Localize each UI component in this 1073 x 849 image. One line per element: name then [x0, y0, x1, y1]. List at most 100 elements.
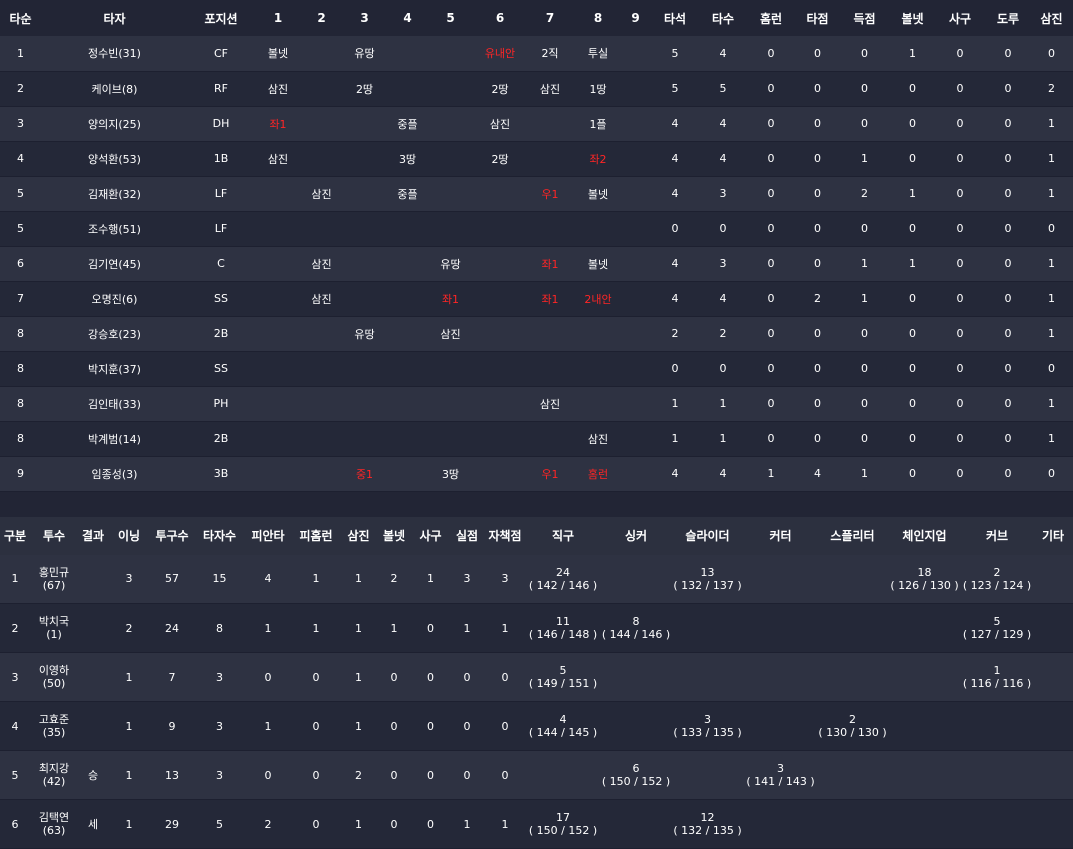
pitcher-stat: 0: [376, 750, 412, 800]
pitch-type-cell: [1033, 554, 1073, 604]
batter-row: 8 김인태(33) PH 삼진 1 1 0 0 0 0 0 0 1: [0, 386, 1073, 422]
batter-stat: 1: [838, 456, 891, 492]
pitcher-name: 최지강: [38, 762, 70, 775]
batter-stat: 4: [701, 456, 745, 492]
batter-stat: 4: [701, 36, 745, 72]
pitcher-stat: 1: [291, 554, 341, 604]
inning-result: [341, 386, 388, 422]
pitch-count: 5: [559, 664, 567, 677]
batter-stat: 5: [649, 36, 701, 72]
pitcher-stat: 9: [150, 701, 194, 751]
pitcher-name-cell: 홍민규 (67): [30, 554, 78, 604]
inning-result: [474, 246, 526, 282]
batting-order: 6: [0, 246, 41, 282]
pitcher-stat: 1: [485, 603, 525, 653]
batter-stat: 1: [838, 281, 891, 317]
pitch-speed-range: ( 133 / 135 ): [673, 726, 742, 739]
pitch-type-cell: [888, 750, 961, 800]
inning-result: [622, 141, 649, 177]
pitcher-stat: 3: [194, 652, 245, 702]
batter-name: 임종성(3): [41, 456, 188, 492]
pitcher-stat: 57: [150, 554, 194, 604]
batter-stat: 0: [745, 281, 797, 317]
inning-result: 좌1: [526, 281, 574, 317]
batter-stat: 0: [838, 351, 891, 387]
inning-result: 중플: [388, 106, 427, 142]
batter-stat: 1: [838, 141, 891, 177]
pitcher-stat: 2: [245, 799, 291, 849]
pitching-header-cell: 직구: [551, 529, 575, 543]
batter-stat: 0: [745, 176, 797, 212]
batter-stat: 0: [797, 176, 838, 212]
batter-stat: 1: [1030, 421, 1073, 457]
batter-position: 2B: [188, 316, 254, 352]
inning-result: 1땅: [574, 71, 622, 107]
pitch-type-cell: [601, 799, 671, 849]
batting-header-cell: 1: [273, 11, 283, 25]
pitching-header-cell: 투수: [42, 529, 66, 543]
inning-result: [341, 281, 388, 317]
batter-stat: 1: [1030, 386, 1073, 422]
inning-result: [526, 351, 574, 387]
pitcher-name-cell: 박치국 (1): [30, 603, 78, 653]
inning-result: 삼진: [302, 176, 341, 212]
inning-result: 2땅: [474, 141, 526, 177]
inning-result: [622, 281, 649, 317]
batter-stat: 1: [1030, 141, 1073, 177]
batter-row: 9 임종성(3) 3B 중1 3땅 우1 홈런 4 4 1 4 1 0 0 0 0: [0, 456, 1073, 492]
batter-stat: 0: [891, 351, 934, 387]
batter-stat: 1: [649, 421, 701, 457]
pitch-type-cell: [817, 554, 888, 604]
batter-stat: 1: [1030, 281, 1073, 317]
batter-stat: 0: [891, 211, 934, 247]
inning-result: [427, 386, 474, 422]
batting-header-cell: 사구: [948, 11, 972, 26]
pitcher-stat: 1: [341, 554, 376, 604]
pitch-speed-range: ( 132 / 135 ): [673, 824, 742, 837]
pitch-type-cell: 2( 130 / 130 ): [817, 701, 888, 751]
inning-result: [388, 316, 427, 352]
batting-body: 1 정수빈(31) CF 볼넷 유땅 유내안 2직 투실 5 4 0 0 0 1 0 0 0 2 케이브(8) RF 삼…: [0, 36, 1073, 492]
inning-result: [302, 211, 341, 247]
batter-stat: 1: [838, 246, 891, 282]
pitching-table: 구분 투수 결과 이닝 투구수 타자수 피안타 피홈런 삼진 볼넷 사구 실점 자책점 직구 싱커 슬라이더 커…: [0, 516, 1073, 849]
inning-result: 삼진: [254, 141, 302, 177]
pitch-type-cell: [961, 701, 1033, 751]
batting-header-cell: 타점: [806, 11, 829, 26]
pitcher-stat: 1: [412, 554, 449, 604]
batter-stat: 0: [838, 36, 891, 72]
inning-result: [341, 141, 388, 177]
pitch-type-cell: 5( 149 / 151 ): [525, 652, 601, 702]
batting-header-cell: 타순: [9, 11, 32, 26]
batter-stat: 0: [838, 211, 891, 247]
pitch-type-cell: 3( 133 / 135 ): [671, 701, 744, 751]
pitch-type-cell: [817, 799, 888, 849]
batter-stat: 0: [934, 246, 986, 282]
inning-result: [388, 71, 427, 107]
batter-stat: 0: [891, 421, 934, 457]
pitcher-stat: 3: [485, 554, 525, 604]
batter-row: 8 강승호(23) 2B 유땅 삼진 2 2 0 0 0 0 0 0 1: [0, 316, 1073, 352]
inning-result: [574, 211, 622, 247]
pitch-type-cell: [1033, 652, 1073, 702]
pitcher-row: 5 최지강 (42) 승 1 13 3 0 0 2 0 0 0 0 6( 150 / 152 ) 3( 141…: [0, 750, 1073, 800]
inning-result: [302, 71, 341, 107]
inning-result: [254, 246, 302, 282]
pitching-header-cell: 커터: [769, 529, 792, 543]
batter-position: LF: [188, 176, 254, 212]
pitch-count: 2: [993, 565, 1001, 579]
batter-stat: 4: [797, 456, 838, 492]
pitching-header-row: 구분 투수 결과 이닝 투구수 타자수 피안타 피홈런 삼진 볼넷 사구 실점 자책점 직구 싱커 슬라이더 커…: [0, 516, 1073, 555]
pitch-count: 17: [556, 811, 570, 824]
batter-stat: 0: [934, 351, 986, 387]
pitcher-row: 2 박치국 (1) 2 24 8 1 1 1 1 0 1 1 11( 146 / 148 ) 8( 144 …: [0, 603, 1073, 653]
inning-result: [388, 386, 427, 422]
pitcher-number: (67): [42, 578, 66, 592]
pitch-type-cell: 17( 150 / 152 ): [525, 799, 601, 849]
pitcher-stat: 1: [245, 603, 291, 653]
inning-result: [427, 421, 474, 457]
pitch-speed-range: ( 144 / 146 ): [601, 628, 671, 641]
batter-stat: 5: [701, 71, 745, 107]
pitcher-stat: 1: [341, 652, 376, 702]
pitch-count: 12: [700, 811, 715, 824]
